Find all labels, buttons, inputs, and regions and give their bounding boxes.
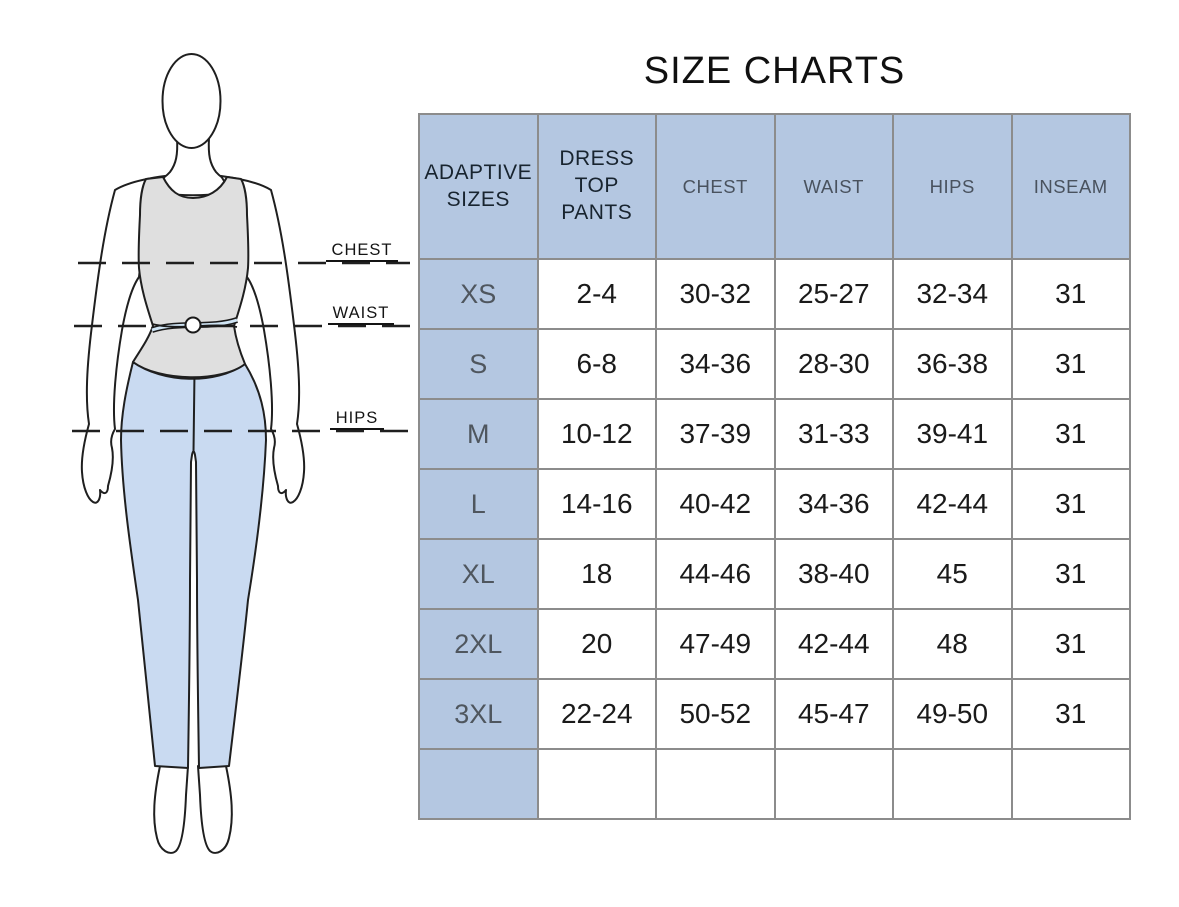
value-cell: 18 (536, 538, 657, 610)
figure-pants-seam (192, 371, 196, 453)
table-row-l: L 14-16 40-42 34-36 42-44 31 (418, 468, 1131, 540)
size-cell: 3XL (418, 678, 539, 750)
value-cell (536, 748, 657, 820)
size-cell: S (418, 328, 539, 400)
figure-left-foot (153, 765, 189, 854)
value-cell (892, 748, 1013, 820)
value-cell: 31 (1010, 398, 1131, 470)
value-cell: 2-4 (536, 258, 657, 330)
body-measurement-figure (72, 53, 412, 854)
hips-label: HIPS (330, 408, 384, 430)
size-chart-table: ADAPTIVE SIZES DRESS TOP PANTS CHEST WAI… (418, 113, 1131, 820)
value-cell: 31 (1010, 678, 1131, 750)
value-cell: 31 (1010, 538, 1131, 610)
waist-label: WAIST (328, 303, 394, 325)
value-cell: 20 (536, 608, 657, 680)
value-cell: 6-8 (536, 328, 657, 400)
value-cell: 45-47 (773, 678, 894, 750)
value-cell: 42-44 (892, 468, 1013, 540)
value-cell: 31 (1010, 258, 1131, 330)
value-cell: 31 (1010, 608, 1131, 680)
value-cell: 45 (892, 538, 1013, 610)
size-cell: XL (418, 538, 539, 610)
figure-top-garment (132, 176, 250, 379)
header-row: ADAPTIVE SIZES DRESS TOP PANTS CHEST WAI… (418, 113, 1131, 260)
value-cell: 50-52 (655, 678, 776, 750)
table-row-s: S 6-8 34-36 28-30 36-38 31 (418, 328, 1131, 400)
value-cell: 10-12 (536, 398, 657, 470)
value-cell: 34-36 (773, 468, 894, 540)
figure-left-arm (80, 175, 166, 504)
header-cell-hips: HIPS (892, 113, 1013, 260)
value-cell (1010, 748, 1131, 820)
figure-right-arm (220, 175, 306, 504)
value-cell: 28-30 (773, 328, 894, 400)
header-cell-adaptive-sizes: ADAPTIVE SIZES (418, 113, 539, 260)
value-cell (773, 748, 894, 820)
value-cell: 14-16 (536, 468, 657, 540)
chest-label: CHEST (326, 240, 398, 262)
size-cell: 2XL (418, 608, 539, 680)
figure-pants (120, 361, 267, 769)
size-cell: L (418, 468, 539, 540)
value-cell: 36-38 (892, 328, 1013, 400)
page-title: SIZE CHARTS (643, 50, 906, 92)
figure-head (161, 53, 222, 149)
belt-ring (184, 316, 202, 334)
value-cell: 31 (1010, 328, 1131, 400)
table-row-m: M 10-12 37-39 31-33 39-41 31 (418, 398, 1131, 470)
value-cell: 49-50 (892, 678, 1013, 750)
value-cell: 32-34 (892, 258, 1013, 330)
table-row-xs: XS 2-4 30-32 25-27 32-34 31 (418, 258, 1131, 330)
table-row-empty (418, 748, 1131, 820)
value-cell: 34-36 (655, 328, 776, 400)
value-cell: 25-27 (773, 258, 894, 330)
figure-right-foot (197, 765, 233, 854)
value-cell: 22-24 (536, 678, 657, 750)
value-cell: 47-49 (655, 608, 776, 680)
value-cell: 30-32 (655, 258, 776, 330)
size-cell (418, 748, 539, 820)
value-cell: 40-42 (655, 468, 776, 540)
value-cell: 42-44 (773, 608, 894, 680)
table-row-xl: XL 18 44-46 38-40 45 31 (418, 538, 1131, 610)
figure-neck (142, 137, 244, 197)
value-cell: 37-39 (655, 398, 776, 470)
size-cell: XS (418, 258, 539, 330)
value-cell: 38-40 (773, 538, 894, 610)
value-cell: 31 (1010, 468, 1131, 540)
value-cell: 39-41 (892, 398, 1013, 470)
value-cell (655, 748, 776, 820)
header-cell-dress-top-pants: DRESS TOP PANTS (536, 113, 657, 260)
header-cell-chest: CHEST (655, 113, 776, 260)
table-row-3xl: 3XL 22-24 50-52 45-47 49-50 31 (418, 678, 1131, 750)
value-cell: 31-33 (773, 398, 894, 470)
size-cell: M (418, 398, 539, 470)
header-cell-inseam: INSEAM (1010, 113, 1131, 260)
table-row-2xl: 2XL 20 47-49 42-44 48 31 (418, 608, 1131, 680)
belt (151, 316, 238, 334)
value-cell: 44-46 (655, 538, 776, 610)
value-cell: 48 (892, 608, 1013, 680)
header-cell-waist: WAIST (773, 113, 894, 260)
